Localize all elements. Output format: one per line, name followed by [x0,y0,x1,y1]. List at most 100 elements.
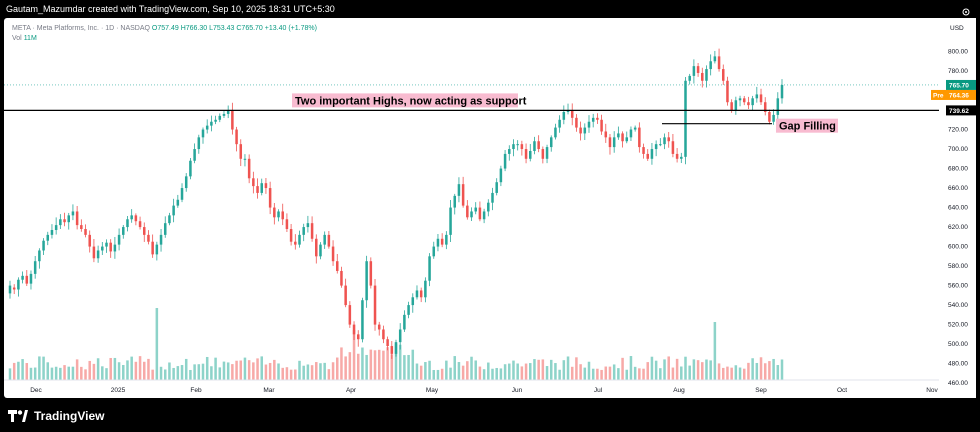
candle-body [600,119,603,132]
candle-body [482,211,486,220]
volume-bar [659,368,662,380]
volume-bar [117,362,121,380]
volume-bar [25,363,29,380]
candle-body [239,144,243,159]
volume-bar [176,366,180,380]
candle-body [596,117,599,120]
candle-body [717,56,721,70]
volume-bar [42,356,45,380]
candle-body [63,219,66,223]
candle-body [524,149,528,159]
volume-bar [59,367,62,380]
volume-bar [776,365,780,380]
candle-body [84,229,87,235]
candle-body [738,98,742,101]
volume-bar [147,358,150,380]
candle-body [17,279,20,290]
candle-body [180,188,184,200]
volume-bar [642,368,645,380]
volume-bar [663,359,666,380]
price-tick-label: 780.00 [948,68,968,75]
volume-bar [315,362,318,380]
volume-bar [654,360,658,380]
volume-bar [751,358,754,380]
candle-body [579,127,582,134]
candle-body [319,244,322,257]
volume-bar [344,356,347,380]
candle-body [92,246,96,259]
volume-bar [734,365,738,380]
volume-bar [747,362,750,380]
volume-bar [717,363,721,380]
volume-bar [63,365,66,380]
candle-body [608,137,612,148]
candle-body [373,285,377,325]
candle-body [520,144,524,150]
candle-body [42,240,45,251]
volume-bar [419,365,423,380]
candle-body [369,261,373,286]
volume-bar [256,358,259,380]
volume-bar [562,360,566,380]
volume-bar [310,365,314,380]
candle-body [474,207,477,212]
candle-body [487,202,490,212]
volume-bar [675,358,679,380]
volume-bar [541,359,545,380]
volume-bar [189,369,192,380]
volume-bar [436,369,440,380]
price-tick-label: 640.00 [948,205,968,212]
volume-bar [600,369,603,380]
ohlc-values: O757.49 H766.30 L753.43 C765.70 +13.40 (… [151,25,317,32]
candle-body [168,215,171,224]
candle-body [688,75,691,81]
candle-body [289,229,293,242]
candle-body [151,241,154,255]
volume-bar [407,354,410,380]
volume-bar [71,366,75,380]
time-tick-label: Apr [346,387,357,394]
candle-body [621,133,624,142]
volume-bar [701,362,704,380]
volume-bar [239,360,243,380]
candle-body [377,324,381,330]
candle-body [562,111,566,120]
volume-bar [780,359,784,380]
volume-bar [503,364,507,380]
candle-body [46,234,50,241]
candle-body [340,270,343,286]
candle-body [780,84,784,99]
candle-body [466,205,469,218]
candle-body [646,153,649,159]
chart-panel[interactable]: USD800.00780.00760.00740.00720.00700.006… [4,18,976,398]
volume-bar [738,367,742,380]
candle-body [29,273,33,284]
volume-bar [386,347,389,380]
volume-bar [411,349,415,380]
volume-bar [394,343,398,380]
candle-body [667,137,670,142]
volume-bar [352,330,356,380]
volume-bar [235,360,238,380]
candle-body [201,129,205,138]
symbol-legend[interactable]: META · Meta Platforms, Inc. · 1D · NASDA… [12,24,317,33]
candle-body [461,184,465,206]
price-tick-label: 620.00 [948,224,968,231]
volume-bar [629,356,633,380]
settings-gear-icon[interactable] [962,3,970,16]
time-tick-label: Jun [512,387,523,394]
candle-body [654,144,658,150]
support-badge [946,105,976,116]
candle-body [117,234,121,245]
tradingview-logo[interactable]: TradingView [8,408,104,424]
candle-body [403,314,406,330]
candle-body [705,69,708,81]
candle-body [143,227,146,235]
price-tick-label: 660.00 [948,185,968,192]
symbol-title[interactable]: META · Meta Platforms, Inc. · 1D · NASDA… [12,25,150,32]
gap-annotation-bg [776,118,838,133]
candle-body [67,215,70,223]
price-chart[interactable]: USD800.00780.00760.00740.00720.00700.006… [4,18,976,398]
volume-legend[interactable]: Vol 11M [12,34,37,43]
pre-market-badge-text: 764.36 [949,92,969,99]
